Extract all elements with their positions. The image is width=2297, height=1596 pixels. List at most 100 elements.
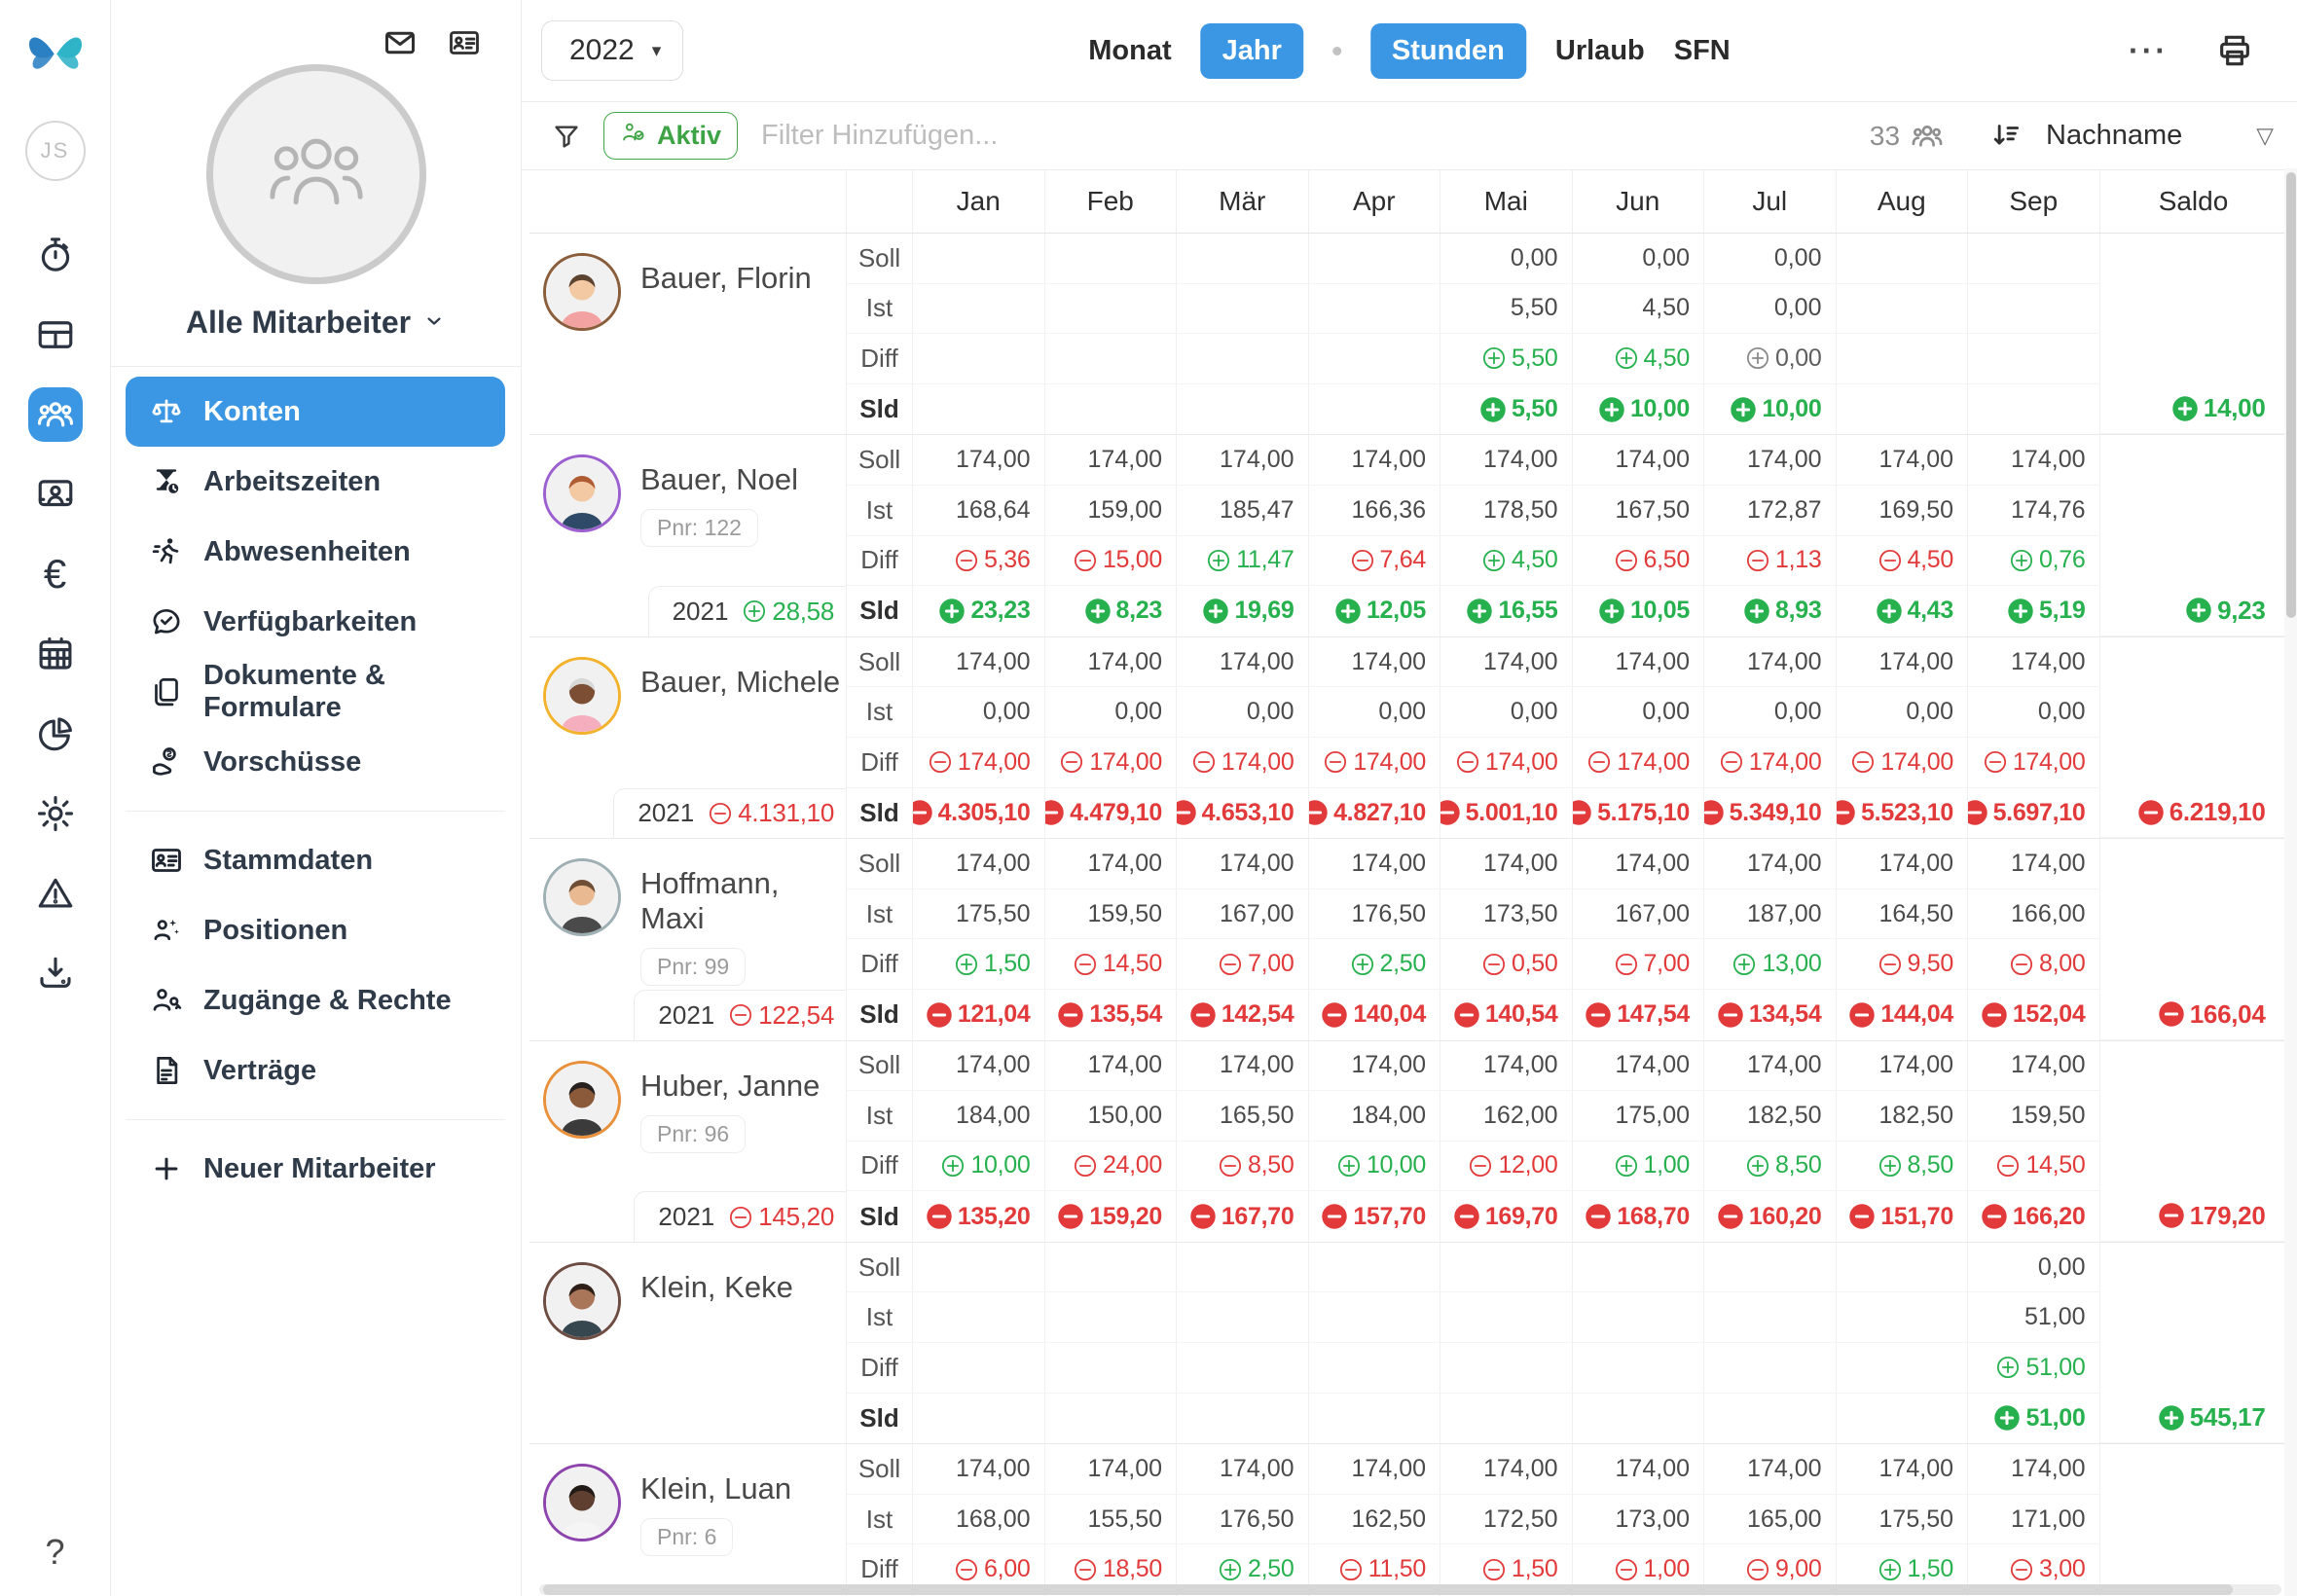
filter-input[interactable] (759, 119, 1848, 153)
row-label-diff: Diff (847, 1544, 913, 1596)
sidebar-item-zugänge-rechte[interactable]: Zugänge & Rechte (126, 965, 505, 1035)
value-cell: 4,50 (1572, 334, 1704, 384)
sort-icon[interactable] (1989, 120, 2023, 153)
employee-cell[interactable]: Hoffmann, Maxi Pnr: 99 (529, 839, 847, 990)
value-cell: 174,00 (1836, 1040, 1968, 1092)
row-label-diff: Diff (847, 535, 913, 587)
tab-urlaub[interactable]: Urlaub (1554, 34, 1645, 66)
rail-item-employees[interactable] (27, 387, 83, 442)
month-header: Mär (1177, 170, 1309, 233)
sort-field-label[interactable]: Nachname (2046, 120, 2183, 151)
rail-item-reports[interactable] (28, 707, 83, 761)
value-cell: 0,00 (1044, 687, 1177, 738)
value-cell: 3,00 (1968, 1544, 2100, 1596)
more-menu-button[interactable]: ··· (2129, 32, 2169, 68)
employee-name: Bauer, Florin (640, 261, 812, 295)
value-cell: 173,00 (1572, 1494, 1704, 1545)
value-cell (1440, 1292, 1573, 1344)
value-cell: 142,54 (1177, 989, 1309, 1040)
print-button[interactable] (2215, 31, 2254, 70)
documents-icon (149, 674, 184, 709)
value-cell: 174,00 (1836, 435, 1968, 486)
sidebar-item-label: Positionen (203, 914, 348, 946)
sidebar-item-neuer-mitarbeiter[interactable]: Neuer Mitarbeiter (126, 1134, 505, 1204)
envelope-icon[interactable] (383, 25, 418, 60)
value-cell: 0,00 (1704, 283, 1837, 335)
vertical-scrollbar-thumb[interactable] (2285, 172, 2296, 618)
employee-cell[interactable]: Klein, Keke (529, 1242, 847, 1394)
view-toggle-jahr[interactable]: Jahr (1200, 22, 1303, 79)
value-cell: 174,00 (1177, 435, 1309, 486)
employee-cell[interactable]: Bauer, Michele (529, 636, 847, 788)
horizontal-scrollbar-thumb[interactable] (543, 1584, 2234, 1595)
person-check-icon (620, 119, 647, 153)
value-cell: 167,70 (1177, 1191, 1309, 1242)
value-cell: 174,00 (1572, 636, 1704, 688)
value-cell (1704, 1343, 1837, 1394)
sidebar-item-konten[interactable]: Konten (126, 377, 505, 447)
active-filter-label: Aktiv (657, 121, 722, 150)
sidebar-item-vorschüsse[interactable]: Vorschüsse (126, 727, 505, 797)
employee-cell[interactable]: Bauer, Noel Pnr: 122 (529, 435, 847, 587)
row-label-sld: Sld (847, 989, 913, 1040)
value-cell: 174,00 (1440, 636, 1573, 688)
tab-sfn[interactable]: SFN (1673, 34, 1731, 66)
value-cell: 1,50 (913, 939, 1045, 990)
value-cell: 174,00 (1177, 737, 1309, 788)
employee-cell[interactable]: Bauer, Florin (529, 234, 847, 384)
row-label-sld: Sld (847, 586, 913, 636)
value-cell: 10,00 (1573, 383, 1704, 435)
rail-item-time-tracking[interactable] (28, 228, 83, 282)
value-cell (1837, 1393, 1968, 1444)
filter-funnel-icon[interactable] (551, 121, 582, 152)
sort-dropdown-arrow-icon[interactable]: ▽ (2256, 123, 2274, 148)
rail-item-calendar[interactable] (28, 627, 83, 681)
value-cell: 174,00 (913, 839, 1045, 889)
value-cell: 174,00 (1704, 839, 1837, 889)
value-cell: 159,20 (1045, 1191, 1177, 1242)
rail-item-terminal[interactable] (28, 467, 83, 522)
rail-item-exports[interactable] (28, 946, 83, 1000)
value-cell: 5,19 (1968, 586, 2100, 636)
value-cell: 174,00 (1440, 1040, 1573, 1092)
sidebar-item-dokumente-formulare[interactable]: Dokumente & Formulare (126, 657, 505, 727)
sidebar-item-verträge[interactable]: Verträge (126, 1035, 505, 1106)
tab-stunden[interactable]: Stunden (1369, 22, 1526, 79)
employee-pnr-badge: Pnr: 122 (640, 509, 758, 548)
value-cell: 4.479,10 (1044, 787, 1177, 839)
sidebar-item-abwesenheiten[interactable]: Abwesenheiten (126, 517, 505, 587)
row-label-sld: Sld (847, 383, 913, 435)
employee-cell[interactable]: Klein, Luan Pnr: 6 (529, 1444, 847, 1596)
hourglass-icon (149, 464, 184, 499)
row-label-diff: Diff (847, 334, 913, 384)
sidebar-item-stammdaten[interactable]: Stammdaten (126, 825, 505, 895)
value-cell: 168,00 (913, 1494, 1045, 1545)
caret-down-icon: ▾ (651, 40, 662, 61)
value-cell: 174,00 (1968, 1444, 2100, 1495)
sidebar-item-positionen[interactable]: Positionen (126, 895, 505, 965)
employee-cell[interactable]: Huber, Janne Pnr: 96 (529, 1040, 847, 1192)
employee-block: Bauer, Florin Soll Ist Diff Sld 0,00 0,00 0,00 5… (529, 234, 2297, 436)
employee-avatar (543, 1060, 621, 1139)
rail-item-payroll[interactable]: € (28, 547, 83, 601)
view-toggle-monat[interactable]: Monat (1088, 34, 1172, 66)
accounts-table: Jan Feb Mär Apr Mai Jun Jul Aug Sep Saldo Bauer, F… (529, 170, 2297, 1596)
active-filter-chip[interactable]: Aktiv (603, 112, 739, 160)
sidebar-item-arbeitszeiten[interactable]: Arbeitszeiten (126, 447, 505, 517)
positions-icon (149, 913, 184, 948)
id-card-icon[interactable] (447, 25, 482, 60)
user-avatar[interactable]: JS (24, 121, 86, 181)
people-icon (35, 394, 76, 435)
prev-year-label: 2021 (672, 596, 729, 626)
value-cell: 176,50 (1177, 1494, 1309, 1545)
help-button[interactable]: ? (45, 1532, 65, 1572)
value-cell: 0,00 (1968, 1242, 2100, 1293)
rail-item-alerts[interactable] (28, 866, 83, 921)
rail-item-settings[interactable] (28, 786, 83, 841)
employee-name: Hoffmann, Maxi (640, 866, 780, 936)
employee-group-selector[interactable]: Alle Mitarbeiter (111, 304, 521, 341)
value-cell: 9,50 (1836, 939, 1968, 990)
year-select[interactable]: 2022 ▾ (541, 20, 684, 81)
rail-item-shift-planner[interactable] (28, 308, 83, 362)
sidebar-item-verfügbarkeiten[interactable]: Verfügbarkeiten (126, 587, 505, 657)
